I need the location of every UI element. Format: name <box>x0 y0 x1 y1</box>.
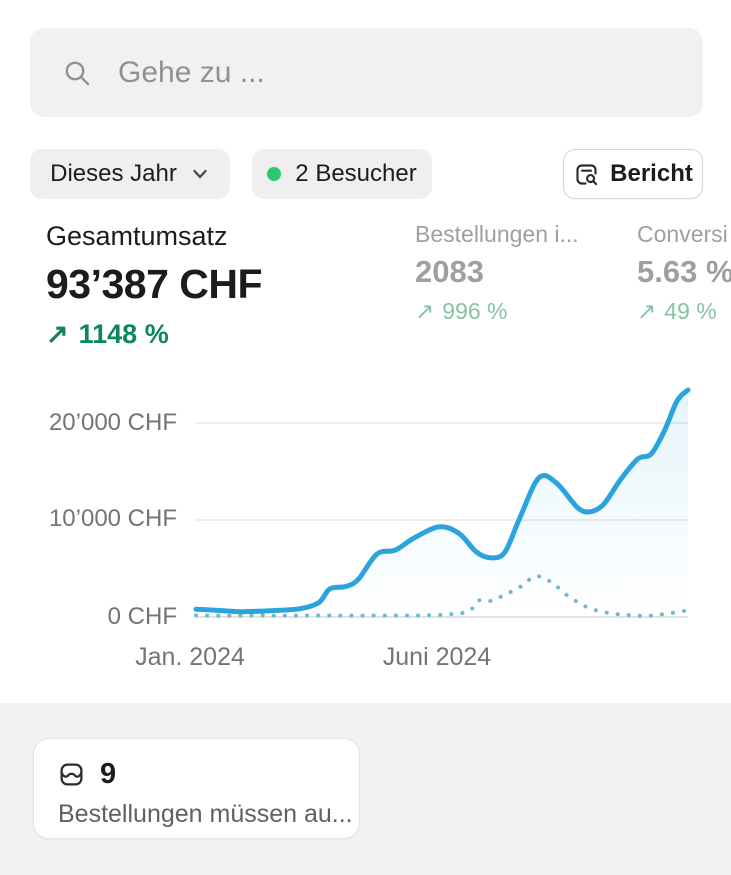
x-axis-tick-juni: Juni 2024 <box>382 643 492 671</box>
revenue-area-fill <box>196 390 688 617</box>
orders-icon <box>60 763 83 786</box>
metric-conversion[interactable]: Conversi 5.63 % ↗ 49 % <box>637 221 731 325</box>
orders-count: 9 <box>100 758 117 790</box>
trend-up-icon: ↗ <box>637 298 657 324</box>
search-bar[interactable] <box>30 28 703 117</box>
metric-tabs: Gesamtumsatz 93’387 CHF ↗ 1148 % Bestell… <box>0 221 731 355</box>
search-input[interactable] <box>118 55 671 90</box>
metric-orders[interactable]: Bestellungen i... 2083 ↗ 996 % <box>415 221 625 325</box>
metric-label: Bestellungen i... <box>415 221 579 247</box>
metric-value: 5.63 % <box>637 254 731 289</box>
metric-delta: ↗ 1148 % <box>46 319 262 350</box>
sales-line-chart: 20’000 CHF 10’000 CHF 0 CHF Jan. 2024 Ju… <box>0 375 731 675</box>
metric-delta-value: 1148 % <box>78 319 169 349</box>
metric-delta-value: 49 % <box>664 298 717 324</box>
report-button[interactable]: Bericht <box>563 149 703 199</box>
report-label: Bericht <box>610 160 693 187</box>
orders-card-label: Bestellungen müssen au... <box>58 800 353 828</box>
y-axis-tick-20000: 20’000 CHF <box>48 409 177 436</box>
report-icon <box>576 163 598 185</box>
chart-canvas <box>193 387 691 618</box>
y-axis-tick-10000: 10’000 CHF <box>48 505 177 532</box>
live-indicator-dot <box>267 167 282 181</box>
live-visitors-label: 2 Besucher <box>295 160 417 187</box>
trend-up-icon: ↗ <box>415 298 435 324</box>
card-header: 9 <box>58 758 339 791</box>
y-axis-tick-0: 0 CHF <box>107 603 177 630</box>
metric-value: 2083 <box>415 254 484 289</box>
metric-total-sales[interactable]: Gesamtumsatz 93’387 CHF ↗ 1148 % <box>46 221 263 350</box>
revenue-line <box>193 387 691 615</box>
date-range-label: Dieses Jahr <box>50 160 177 187</box>
metric-value: 93’387 CHF <box>46 261 263 307</box>
tasks-section: 9 Bestellungen müssen au... <box>0 703 731 875</box>
trend-up-icon: ↗ <box>46 319 69 349</box>
orders-task-card[interactable]: 9 Bestellungen müssen au... <box>33 738 360 839</box>
metric-delta-value: 996 % <box>442 298 508 324</box>
metric-label: Gesamtumsatz <box>46 221 228 251</box>
x-axis-tick-jan: Jan. 2024 <box>135 643 245 671</box>
metric-delta: ↗ 996 % <box>415 298 625 325</box>
live-visitors-button[interactable]: 2 Besucher <box>252 149 432 199</box>
chevron-down-icon <box>193 169 207 179</box>
metric-label: Conversi <box>637 221 728 247</box>
search-icon <box>65 61 90 85</box>
controls-row: Dieses Jahr 2 Besucher Bericht <box>30 149 703 199</box>
metric-delta: ↗ 49 % <box>637 298 731 325</box>
date-range-button[interactable]: Dieses Jahr <box>30 149 230 199</box>
